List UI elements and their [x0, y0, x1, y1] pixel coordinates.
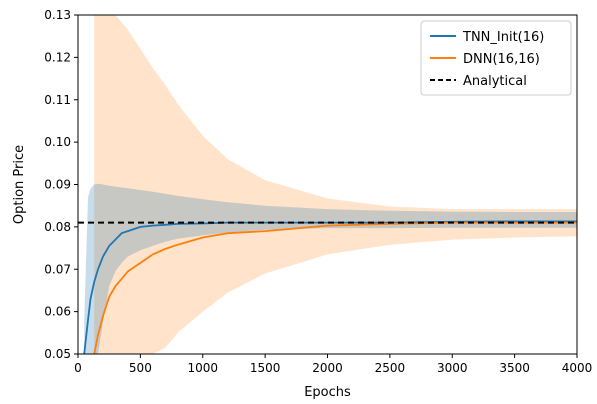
x-tick-label: 0 [74, 361, 82, 375]
x-tick-label: 1000 [187, 361, 218, 375]
legend: TNN_Init(16) DNN(16,16) Analytical [420, 20, 572, 96]
band-tnn-init-16- [84, 183, 577, 354]
legend-label-tnn: TNN_Init(16) [462, 30, 544, 45]
x-tick-label: 500 [129, 361, 152, 375]
legend-label-analytical: Analytical [463, 74, 527, 89]
series-line-dnn-16-16- [93, 221, 577, 354]
x-tick-label: 4000 [562, 361, 593, 375]
y-tick-label: 0.07 [44, 262, 71, 276]
y-tick-label: 0.08 [44, 220, 71, 234]
confidence-bands [84, 15, 577, 354]
x-axis-label: Epochs [304, 385, 351, 400]
y-tick-label: 0.12 [44, 50, 71, 64]
y-tick-label: 0.10 [44, 135, 71, 149]
legend-label-dnn: DNN(16,16) [463, 52, 540, 67]
x-tick-label: 2000 [312, 361, 343, 375]
x-tick-label: 3500 [499, 361, 530, 375]
band-dnn-16-16- [94, 15, 577, 354]
y-tick-label: 0.06 [44, 305, 71, 319]
y-axis-label: Option Price [12, 145, 27, 224]
y-tick-label: 0.11 [44, 93, 71, 107]
y-axis-ticks: 0.05 0.06 0.07 0.08 0.09 0.10 0.11 0.12 0.13 [44, 8, 78, 361]
x-tick-label: 2500 [375, 361, 406, 375]
legend-box [420, 20, 572, 96]
y-tick-label: 0.09 [44, 178, 71, 192]
x-axis-ticks: 0 500 1000 1500 2000 2500 3000 3500 4000 [74, 354, 592, 375]
series-lines [78, 220, 577, 354]
x-tick-label: 1500 [250, 361, 281, 375]
y-tick-label: 0.13 [44, 8, 71, 22]
y-tick-label: 0.05 [44, 347, 71, 361]
x-tick-label: 3000 [437, 361, 468, 375]
